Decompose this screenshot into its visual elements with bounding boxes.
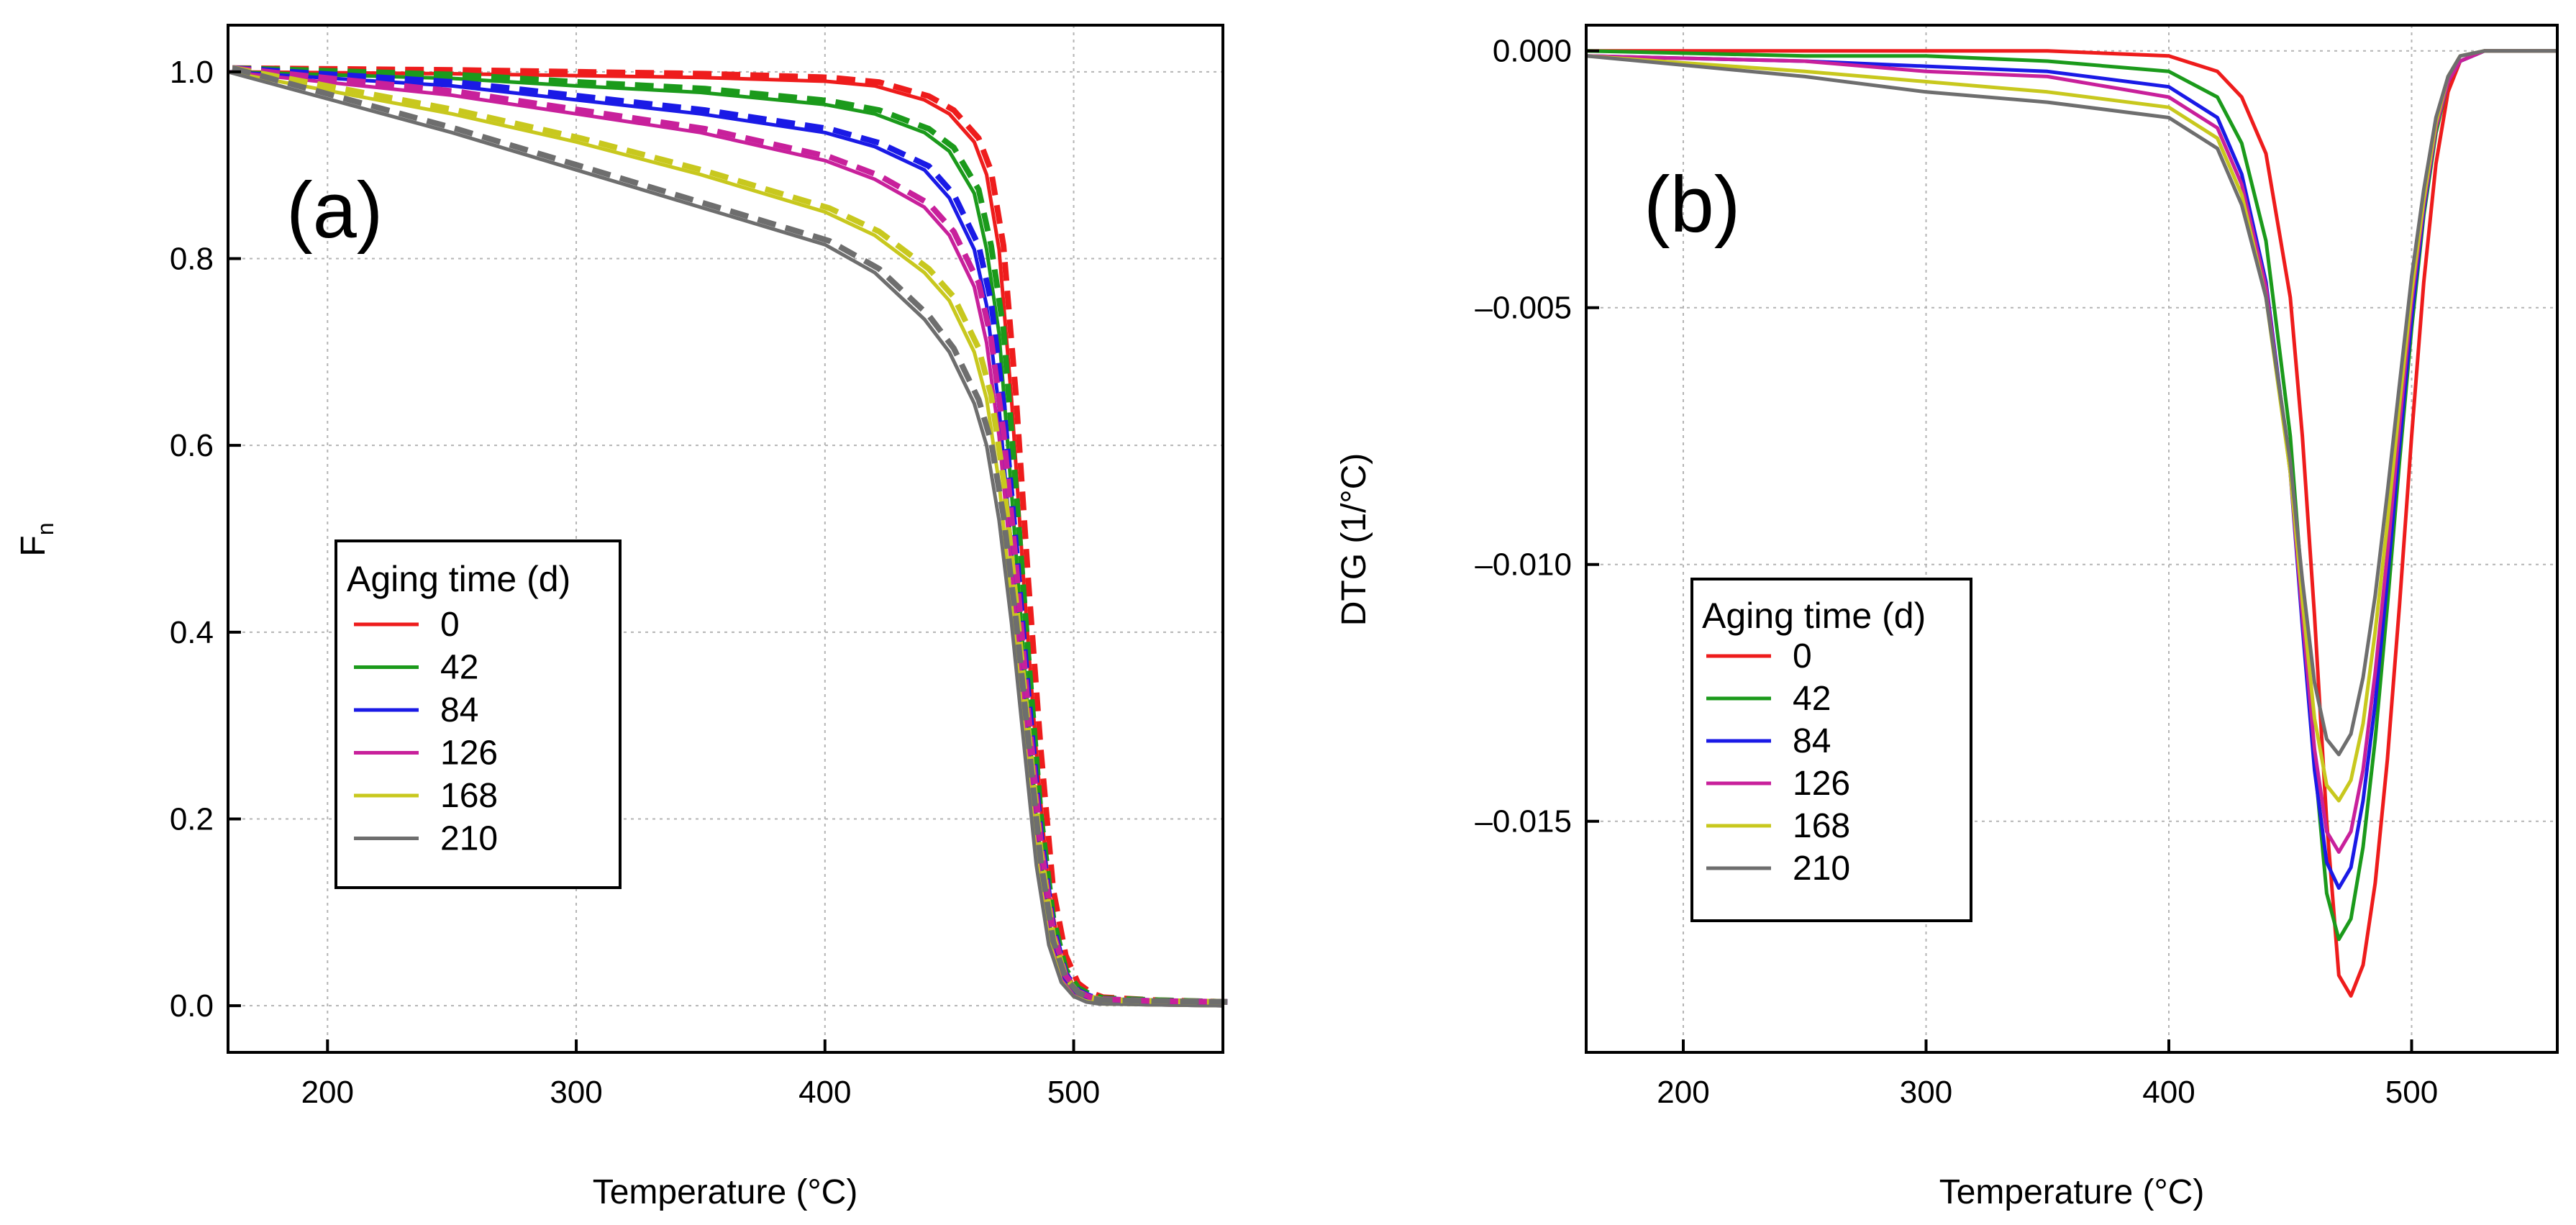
panel-a-x-tick-label: 500 [1047,1075,1100,1110]
panel-a-label: (a) [286,166,383,255]
panel-b-x-tick-label: 500 [2385,1075,2438,1110]
panel-a-y-axis-title: Fn [14,522,58,556]
panel-a-legend-label-42: 42 [440,649,478,687]
panel-b-legend-label-210: 210 [1793,850,1850,888]
panel-b-series-line-0 [1586,49,2557,998]
panel-b-ticks: 200 300 400 500 0.000 –0.005 –0.010 –0.015 [1475,34,2438,1110]
panel-b-y-tick-label: –0.015 [1475,804,1572,839]
panel-b-series [1585,49,2557,998]
panel-a-series [227,65,1228,1008]
panel-b-y-tick-label: –0.010 [1475,547,1572,583]
panel-b-x-tick-label: 400 [2142,1075,2195,1110]
panel-b-legend-label-168: 168 [1793,807,1850,845]
panel-b-plot-frame [1585,24,2559,1054]
panel-b-legend-title: Aging time (d) [1702,596,1926,636]
panel-b-legend-label-0: 0 [1793,637,1812,675]
panel-a-y-axis-title-sub: n [32,522,58,535]
panel-a-legend-label-84: 84 [440,691,478,729]
panel-a-x-tick-label: 300 [550,1075,602,1110]
panel-a-chart: 200 300 400 500 0.0 0.2 0.4 0.6 0.8 1.0 (a) Tempe… [14,24,1228,1211]
panel-b-y-tick-label: 0.000 [1493,34,1572,69]
panel-b-x-axis-title: Temperature (°C) [1939,1173,2205,1211]
panel-a-series-line-210 [227,70,1224,1008]
panel-a-legend: Aging time (d) 0 42 84 126 168 210 [334,539,622,889]
panel-b-x-tick-label: 300 [1900,1075,1952,1110]
panel-a-y-tick-label: 0.8 [170,242,214,277]
panel-b-legend-label-84: 84 [1793,722,1831,760]
panel-a-legend-box [334,539,622,889]
panel-a-legend-label-210: 210 [440,820,498,858]
panel-b-legend-label-42: 42 [1793,680,1831,718]
panel-a-y-tick-label: 0.0 [170,988,214,1024]
panel-b-legend-label-126: 126 [1793,765,1850,803]
panel-a-y-tick-label: 0.2 [170,801,214,837]
panel-a-legend-label-168: 168 [440,777,498,815]
panel-b-y-tick-label: –0.005 [1475,291,1572,326]
panel-a-y-axis-title-main: F [14,535,53,556]
panel-b-y-axis-title: DTG (1/°C) [1335,453,1373,627]
panel-b-series-line-210 [1585,49,2557,757]
panel-a-ticks: 200 300 400 500 0.0 0.2 0.4 0.6 0.8 1.0 [170,55,1100,1110]
panel-a-y-tick-label: 1.0 [170,55,214,90]
panel-b-label: (b) [1644,160,1740,249]
panel-a-series-fit-line-168 [232,65,1228,1005]
panel-a-legend-label-126: 126 [440,734,498,773]
panel-a-x-axis-title: Temperature (°C) [593,1173,858,1211]
panel-a-series-fit-line-210 [232,65,1228,1005]
panel-a-legend-title: Aging time (d) [347,559,570,599]
panel-a-plot-frame [227,24,1224,1054]
panel-a-y-tick-label: 0.4 [170,615,214,650]
panel-b-legend-box [1690,578,1972,922]
panel-a-series-fit-line-126 [232,65,1228,1005]
panel-a-y-tick-label: 0.6 [170,428,214,463]
panel-a-x-tick-label: 200 [301,1075,354,1110]
panel-b-legend: Aging time (d) 0 42 84 126 168 210 [1690,578,1972,922]
panel-a-x-tick-label: 400 [798,1075,851,1110]
panel-a-legend-label-0: 0 [440,606,460,644]
panel-b-x-tick-label: 200 [1657,1075,1709,1110]
